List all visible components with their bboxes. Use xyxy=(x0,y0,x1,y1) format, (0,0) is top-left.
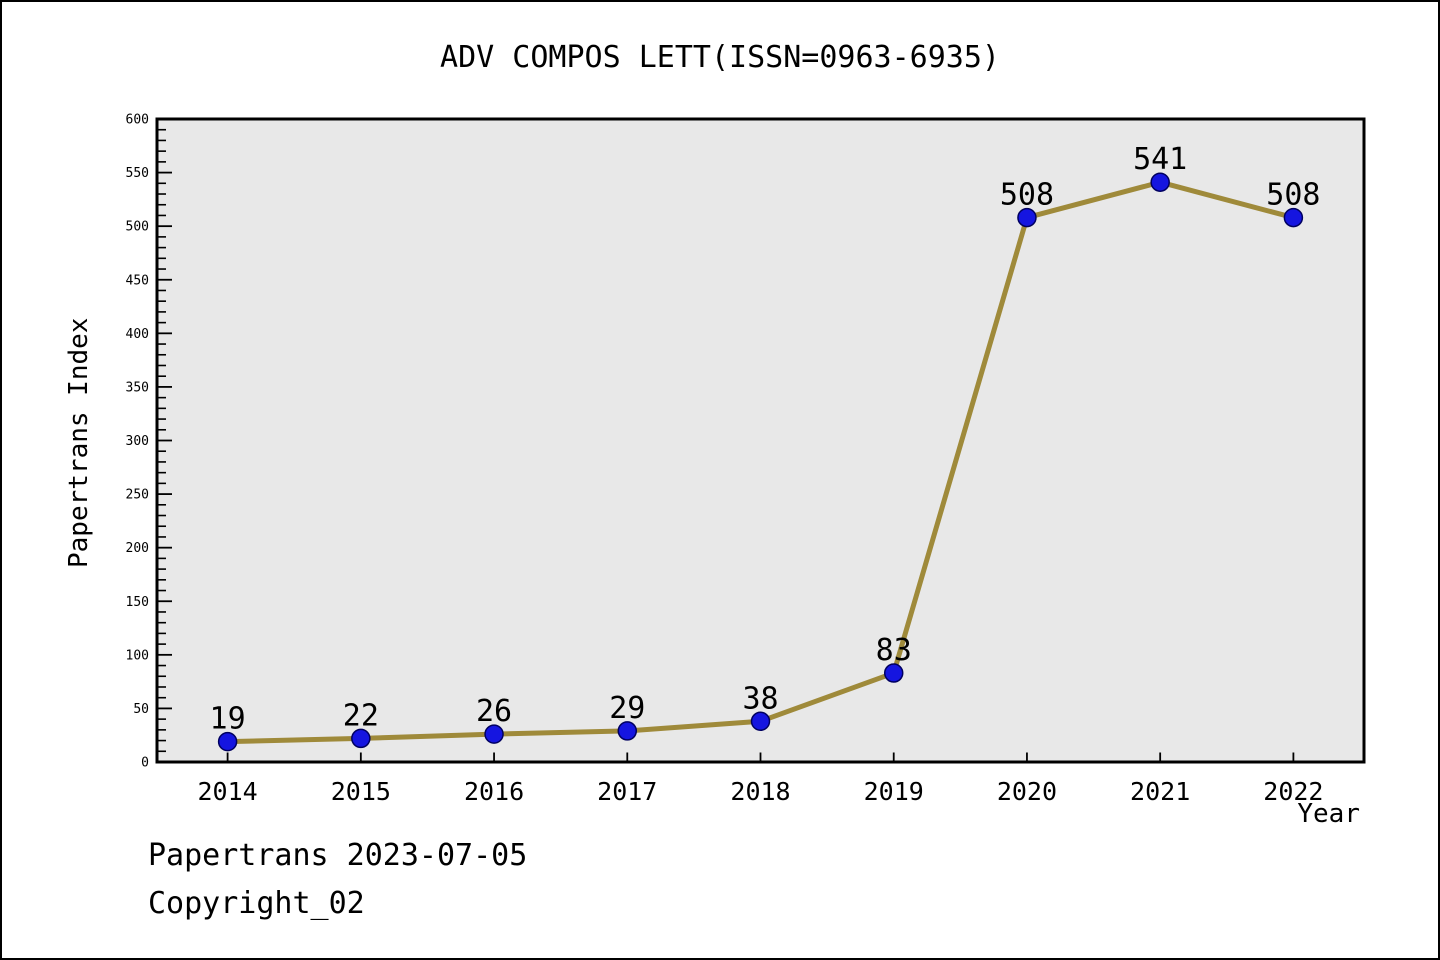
y-tick-label: 150 xyxy=(126,595,149,610)
x-tick-label: 2017 xyxy=(597,777,657,806)
x-tick-label: 2019 xyxy=(864,777,924,806)
x-tick-label: 2020 xyxy=(997,777,1057,806)
x-tick-label: 2016 xyxy=(464,777,524,806)
x-tick-label: 2021 xyxy=(1130,777,1190,806)
y-tick-label: 50 xyxy=(133,702,149,717)
y-axis-label: Papertrans Index xyxy=(64,317,94,568)
y-tick-label: 350 xyxy=(126,380,149,395)
y-tick-label: 250 xyxy=(126,488,149,503)
data-point-label: 19 xyxy=(210,702,246,737)
data-point-label: 38 xyxy=(742,681,778,716)
y-tick-label: 100 xyxy=(126,648,149,663)
x-tick-label: 2022 xyxy=(1263,777,1323,806)
data-point-label: 29 xyxy=(609,691,645,726)
footer-date: Papertrans 2023-07-05 xyxy=(148,838,528,873)
x-tick-label: 2014 xyxy=(197,777,257,806)
y-tick-label: 400 xyxy=(126,327,149,342)
y-tick-label: 450 xyxy=(126,273,149,288)
data-point xyxy=(883,663,904,683)
data-point-label: 22 xyxy=(343,698,379,733)
x-tick-label: 2015 xyxy=(331,777,391,806)
x-axis-label: Year xyxy=(1297,799,1360,829)
y-tick-label: 500 xyxy=(126,220,149,235)
data-point-label: 508 xyxy=(1000,178,1054,213)
data-point-label: 83 xyxy=(876,633,912,668)
data-point xyxy=(1283,207,1304,228)
y-tick-label: 300 xyxy=(126,434,149,449)
data-point xyxy=(217,731,238,752)
data-point xyxy=(351,728,371,749)
y-tick-label: 0 xyxy=(141,756,149,771)
chart-title: ADV COMPOS LETT(ISSN=0963-6935) xyxy=(440,40,1000,75)
data-point-label: 541 xyxy=(1133,142,1187,177)
data-point xyxy=(1150,172,1170,192)
data-point-label: 26 xyxy=(476,694,512,729)
y-tick-label: 600 xyxy=(126,113,149,128)
footer-copyright: Copyright_02 xyxy=(148,886,365,921)
y-tick-label: 200 xyxy=(126,541,149,556)
data-point xyxy=(484,724,504,744)
x-tick-label: 2018 xyxy=(730,777,790,806)
data-point xyxy=(750,711,771,732)
y-tick-label: 550 xyxy=(126,166,149,181)
data-point xyxy=(1017,207,1037,228)
data-point-label: 508 xyxy=(1266,178,1320,213)
plot-background xyxy=(155,117,1366,764)
data-point xyxy=(617,721,638,741)
